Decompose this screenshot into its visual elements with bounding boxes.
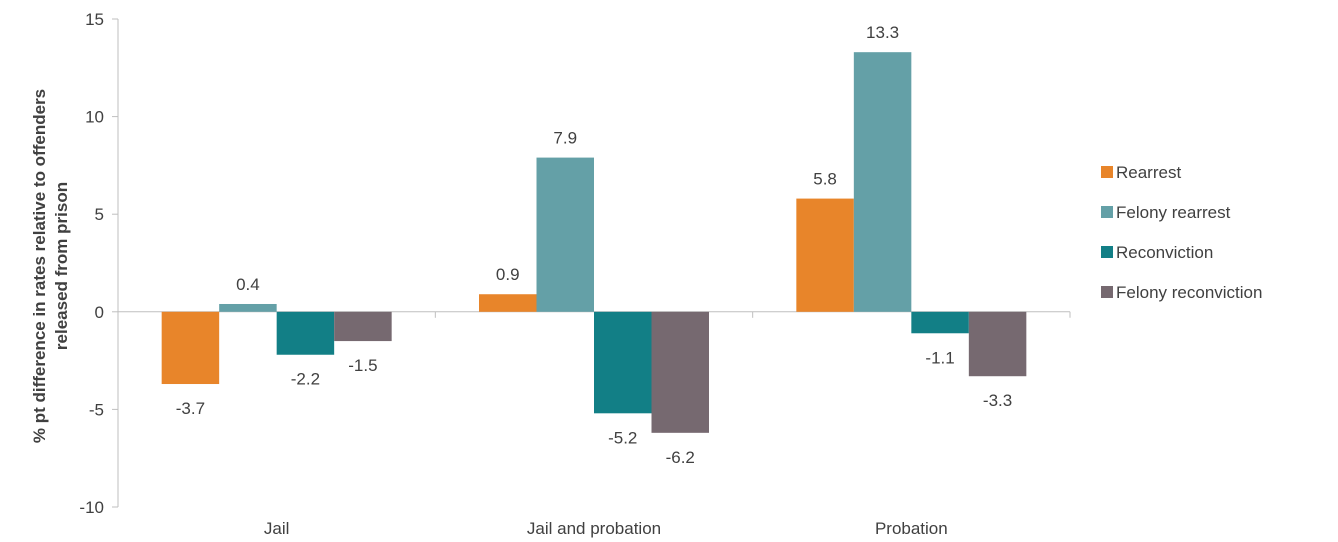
y-tick-label: 10 — [85, 108, 104, 127]
data-label: -2.2 — [291, 370, 320, 389]
bar — [911, 311, 969, 334]
y-axis-label-line-2: released from prison — [52, 182, 71, 350]
y-axis-label: % pt difference in rates relative to off… — [30, 89, 71, 443]
data-label: 7.9 — [553, 129, 577, 148]
bar — [276, 311, 335, 355]
data-label: -1.1 — [925, 348, 954, 367]
bar — [968, 311, 1027, 377]
legend-label: Felony reconviction — [1116, 283, 1262, 302]
legend-label: Felony rearrest — [1116, 203, 1231, 222]
data-labels: -3.7 0.4 -2.2 -1.5 0.9 7.9 -5.2 -6.2 5.8 13.3 -1.1… — [176, 23, 1012, 467]
legend-swatch — [1101, 246, 1113, 258]
bar — [334, 311, 392, 342]
bars — [161, 52, 1027, 433]
legend-label: Rearrest — [1116, 163, 1181, 182]
x-tick-label: Jail and probation — [527, 519, 661, 538]
bar — [479, 294, 537, 312]
data-label: 5.8 — [813, 170, 837, 189]
data-label: 0.9 — [496, 265, 520, 284]
bar — [796, 198, 854, 312]
bar — [853, 52, 912, 312]
legend-label: Reconviction — [1116, 243, 1213, 262]
x-tick-label: Jail — [264, 519, 290, 538]
bar — [161, 311, 220, 385]
y-tick-label: -5 — [89, 400, 104, 419]
data-label: 13.3 — [866, 23, 899, 42]
y-tick-label: 5 — [95, 205, 104, 224]
y-tick-label: 0 — [95, 303, 104, 322]
data-label: -5.2 — [608, 428, 637, 447]
data-label: 0.4 — [236, 275, 260, 294]
legend-swatch — [1101, 206, 1113, 218]
bar — [536, 157, 594, 312]
legend-swatch — [1101, 166, 1113, 178]
bar — [651, 311, 709, 433]
y-ticks: 15 10 5 0 -5 -10 — [79, 10, 118, 517]
x-ticks: Jail Jail and probation Probation — [117, 311, 1071, 538]
legend-swatch — [1101, 286, 1113, 298]
data-label: -1.5 — [348, 356, 377, 375]
legend: Rearrest Felony rearrest Reconviction Felon… — [1101, 163, 1262, 302]
x-tick-label: Probation — [875, 519, 948, 538]
y-tick-label: 15 — [85, 10, 104, 29]
bar — [219, 303, 277, 312]
data-label: -3.7 — [176, 399, 205, 418]
data-label: -3.3 — [983, 391, 1012, 410]
y-axis-label-line-1: % pt difference in rates relative to off… — [30, 89, 49, 443]
y-tick-label: -10 — [79, 498, 104, 517]
data-label: -6.2 — [666, 448, 695, 467]
bar — [594, 311, 652, 414]
